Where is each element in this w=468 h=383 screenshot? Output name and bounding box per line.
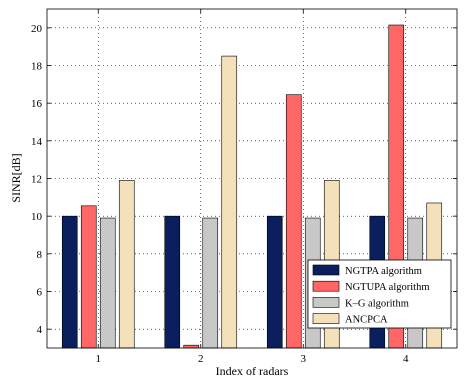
y-tick-label: 16 [31, 98, 43, 110]
grid-lines [47, 9, 457, 348]
legend-label: K–G algorithm [345, 298, 409, 309]
y-axis-label: SINR[dB] [9, 153, 23, 202]
legend-swatch [312, 313, 340, 324]
y-tick-label: 14 [31, 136, 43, 148]
bar-series-4-cat-2 [221, 55, 238, 349]
y-tick-label: 10 [31, 211, 43, 223]
x-tick-label: 1 [96, 353, 102, 365]
bar-series-4-cat-1 [118, 180, 135, 349]
legend-swatch [312, 264, 340, 276]
x-axis-label: Index of radars [216, 364, 289, 378]
y-tick-label: 4 [37, 324, 43, 336]
legend-label: ANCPCA [345, 315, 388, 326]
bar-series-2-cat-1 [80, 205, 97, 349]
bar-series-2-cat-2 [183, 344, 200, 349]
y-tick-label: 12 [31, 174, 42, 186]
bar-series-2-cat-3 [285, 94, 302, 349]
x-tick-label: 2 [198, 353, 204, 365]
x-tick-label: 3 [301, 353, 307, 365]
y-tick-label: 18 [31, 61, 43, 73]
bar-series-3-cat-2 [202, 217, 219, 349]
bar-series-1-cat-2 [164, 215, 181, 349]
legend-swatch [312, 280, 340, 292]
bar-series-3-cat-1 [99, 217, 116, 349]
x-tick-label: 4 [403, 353, 409, 365]
bar-series-1-cat-1 [61, 215, 78, 349]
legend-label: NGTUPA algorithm [345, 282, 430, 293]
y-tick-label: 6 [37, 287, 43, 299]
legend-label: NGTPA algorithm [345, 266, 422, 277]
y-tick-label: 20 [31, 23, 43, 35]
bar-series-1-cat-3 [266, 215, 283, 349]
y-tick-label: 8 [37, 249, 43, 261]
legend: NGTPA algorithm NGTUPA algorithm K–G algor… [307, 259, 452, 329]
legend-swatch [312, 297, 340, 308]
